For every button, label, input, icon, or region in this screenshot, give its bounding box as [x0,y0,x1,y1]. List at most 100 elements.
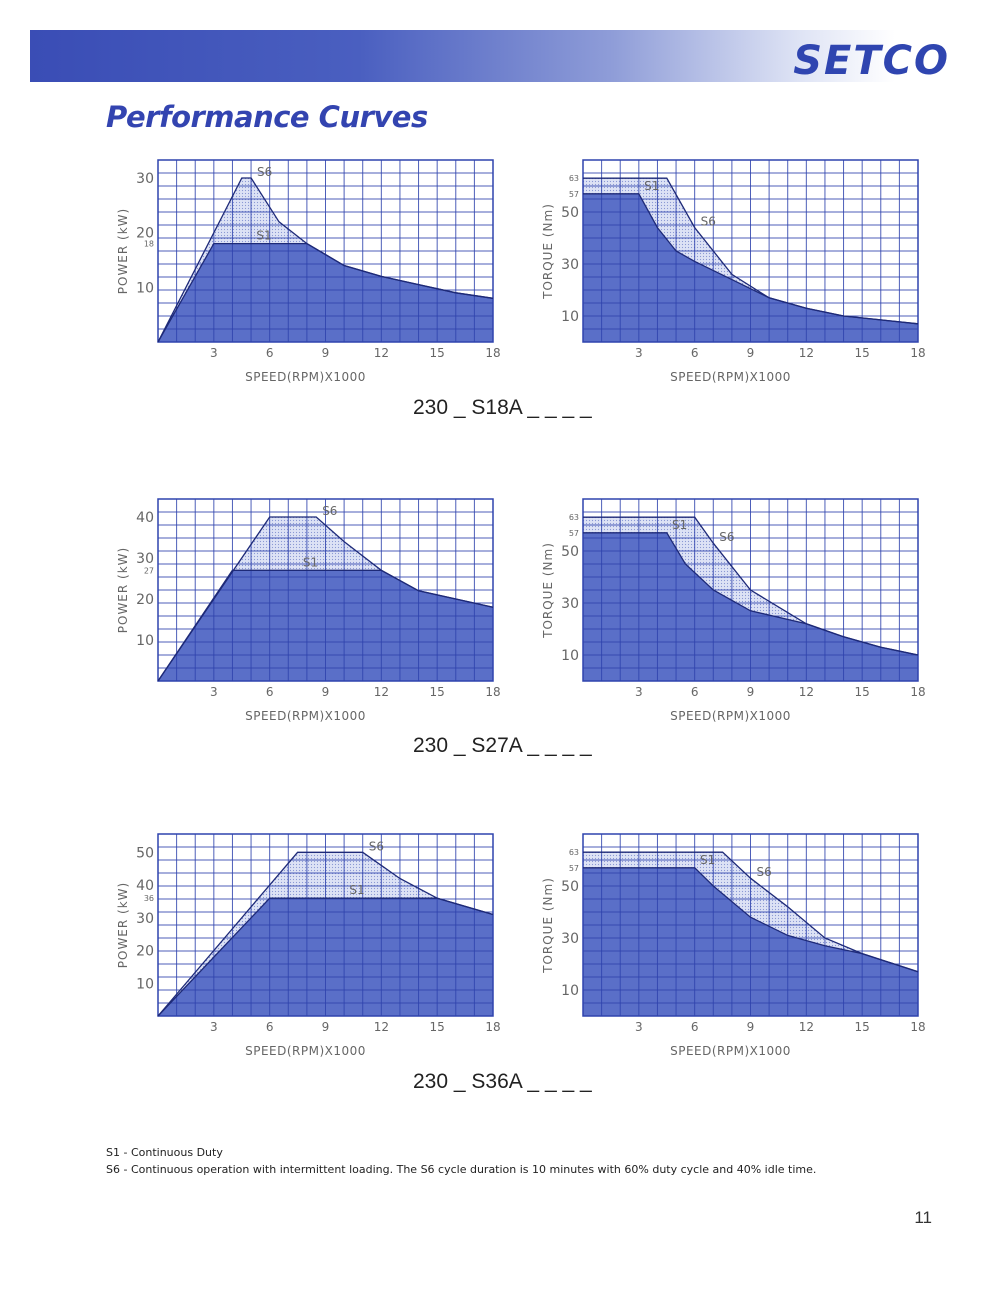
y-minor-tick-label: 27 [144,566,154,575]
x-tick-label: 12 [799,346,814,360]
series-label-s6: S6 [701,215,716,229]
series-s1-line [583,193,919,325]
note-s1: S1 - Continuous Duty [106,1146,223,1159]
x-tick-label: 9 [322,685,330,699]
x-tick-label: 3 [210,685,218,699]
y-tick-label: 30 [561,257,579,273]
series-label-s1: S1 [644,179,659,193]
x-tick-label: 15 [855,685,870,699]
y-tick-label: 30 [136,551,154,567]
series-s1-area [583,193,918,342]
note-s6: S6 - Continuous operation with intermitt… [106,1163,817,1176]
x-tick-label: 3 [635,346,643,360]
x-tick-label: 3 [635,1020,643,1034]
y-axis-label: POWER (kW) [116,208,130,294]
x-tick-label: 15 [855,1020,870,1034]
chart-power-s27a: S6 S1 3 6 9 12 15 18 10 20 30 40 27 SPEED(RPM)X1000 PO… [116,498,501,723]
x-tick-label: 15 [430,346,445,360]
x-tick-label: 3 [635,685,643,699]
y-tick-label: 10 [561,309,579,325]
series-s1-line [157,242,494,343]
series-label-s1: S1 [349,883,364,897]
plot-border [157,159,494,343]
x-tick-label: 6 [691,346,699,360]
x-tick-label: 6 [266,1020,274,1034]
plot-border [582,833,919,1017]
y-tick-label: 10 [136,633,154,649]
y-tick-label: 20 [136,226,154,242]
x-tick-label: 12 [374,685,389,699]
series-s1-line [583,867,919,973]
x-tick-label: 9 [322,346,330,360]
series-label-s6: S6 [322,504,337,518]
y-axis-label: TORQUE (Nm) [541,877,555,974]
x-tick-label: 9 [747,346,755,360]
series-s1-line [583,532,919,656]
x-tick-label: 15 [430,685,445,699]
x-tick-label: 18 [485,1020,500,1034]
model-label-s27a: 230 _ S27A _ _ _ _ [413,734,592,757]
y-tick-label: 40 [136,878,154,894]
y-tick-label: 30 [136,171,154,187]
series-s1-area [583,532,918,681]
y-tick-label: 30 [136,911,154,927]
x-axis-label: SPEED(RPM)X1000 [245,370,366,384]
y-tick-label: 10 [561,648,579,664]
chart-power-s18a: S6 S1 3 6 9 12 15 18 10 20 30 18 SPEED(RPM)X1000 POWE… [116,159,501,384]
x-axis-label: SPEED(RPM)X1000 [670,1044,791,1058]
x-tick-label: 6 [266,685,274,699]
y-tick-label: 50 [561,205,579,221]
x-tick-label: 18 [910,346,925,360]
y-tick-label: 10 [561,983,579,999]
x-tick-label: 12 [799,685,814,699]
x-tick-label: 12 [374,346,389,360]
x-tick-label: 6 [691,1020,699,1034]
plot-border [157,833,494,1017]
x-tick-label: 18 [910,1020,925,1034]
y-axis-label: POWER (kW) [116,882,130,968]
x-tick-label: 12 [374,1020,389,1034]
x-tick-label: 6 [266,346,274,360]
y-axis-label: TORQUE (Nm) [541,203,555,300]
model-label-s18a: 230 _ S18A _ _ _ _ [413,396,592,419]
x-axis-label: SPEED(RPM)X1000 [670,709,791,723]
x-axis-label: SPEED(RPM)X1000 [245,709,366,723]
series-s1-line [157,897,494,1017]
series-label-s6: S6 [257,165,272,179]
series-label-s1: S1 [700,853,715,867]
y-tick-label: 50 [561,544,579,560]
y-tick-label: 30 [561,931,579,947]
series-label-s6: S6 [369,839,384,853]
plot-border [582,498,919,682]
chart-torque-s36a: S6 S1 3 6 9 12 15 18 10 30 50 57 63 SPEED(RPM)X1000 TO… [541,833,926,1058]
y-tick-label: 50 [136,845,154,861]
plot-border [157,498,494,682]
series-label-s1: S1 [303,555,318,569]
x-tick-label: 12 [799,1020,814,1034]
series-label-s6: S6 [719,530,734,544]
x-tick-label: 6 [691,685,699,699]
x-tick-label: 18 [485,685,500,699]
x-tick-label: 18 [485,346,500,360]
y-minor-tick-label: 36 [144,894,154,903]
y-tick-label: 50 [561,879,579,895]
chart-torque-s27a: S6 S1 3 6 9 12 15 18 10 30 50 57 63 SPEED(RPM)X1000 TO… [541,498,926,723]
y-tick-label: 30 [561,596,579,612]
x-tick-label: 9 [747,685,755,699]
y-tick-label: 40 [136,510,154,526]
page-title: Performance Curves [106,100,428,134]
x-axis-label: SPEED(RPM)X1000 [670,370,791,384]
page-number: 11 [914,1208,932,1227]
x-axis-label: SPEED(RPM)X1000 [245,1044,366,1058]
series-label-s1: S1 [256,229,271,243]
plot-border [582,159,919,343]
series-label-s1: S1 [672,518,687,532]
y-minor-tick-label: 63 [569,848,579,857]
y-axis-label: TORQUE (Nm) [541,542,555,639]
y-minor-tick-label: 57 [569,190,579,199]
x-tick-label: 3 [210,1020,218,1034]
y-minor-tick-label: 57 [569,864,579,873]
x-tick-label: 18 [910,685,925,699]
setco-logo: SETCO [793,38,950,84]
